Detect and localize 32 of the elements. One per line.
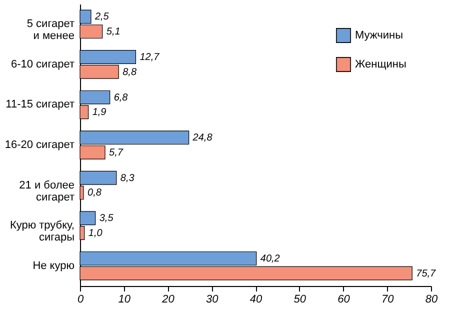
data-label: 6,8: [114, 92, 128, 104]
x-tick-label: 40: [250, 294, 263, 306]
x-tick-label: 80: [425, 294, 438, 306]
x-tick-label: 30: [206, 294, 220, 306]
y-tick-label: Не курю: [32, 260, 74, 272]
x-tick-label: 60: [338, 294, 351, 306]
data-label: 5,1: [106, 26, 120, 38]
legend-label: Женщины: [355, 58, 406, 70]
y-tick-label: 5 сигарет и менее: [26, 18, 74, 42]
data-label: 75,7: [416, 268, 436, 280]
y-tick-label: Курю трубку, сигары: [10, 220, 75, 244]
data-label: 2,5: [94, 12, 110, 23]
data-label: 0,8: [88, 188, 102, 199]
y-tick-label: 21 и более сигарет: [19, 179, 74, 204]
data-label: 8,8: [122, 66, 137, 78]
y-tick-label: 16-20 сигарет: [4, 139, 74, 151]
y-tick-label: 11-15 сигарет: [6, 98, 74, 111]
data-label: 3,5: [99, 213, 114, 224]
y-tick-label: 6-10 сигарет: [10, 58, 74, 70]
data-label: 1,0: [88, 228, 103, 239]
data-label: 8,3: [120, 172, 135, 184]
data-label: 1,9: [92, 107, 107, 118]
x-tick-label: 0: [77, 294, 84, 306]
x-tick-label: 50: [294, 294, 307, 306]
data-label: 24,8: [192, 132, 213, 144]
x-tick-label: 20: [161, 294, 176, 306]
data-label: 40,2: [260, 253, 280, 264]
x-tick-label: 70: [382, 294, 395, 306]
data-label: 5,7: [109, 147, 124, 158]
legend-label: Мужчины: [355, 30, 404, 42]
data-label: 12,7: [140, 52, 160, 64]
x-tick-label: 10: [118, 294, 132, 306]
